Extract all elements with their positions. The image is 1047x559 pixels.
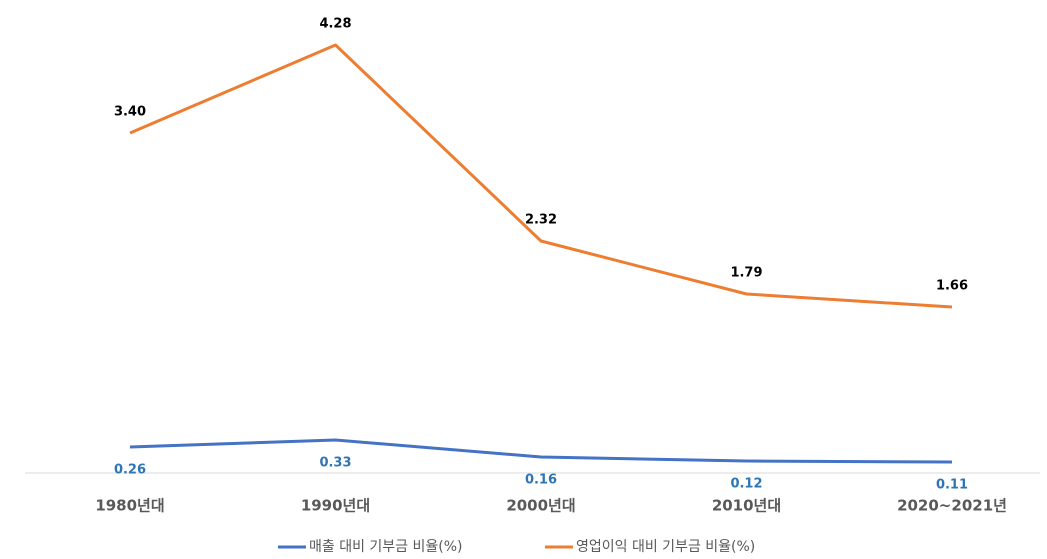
legend-label: 매출 대비 기부금 비율(%) bbox=[309, 539, 463, 555]
series-line bbox=[129, 43, 953, 309]
series-line bbox=[129, 438, 953, 464]
legend-label: 영업이익 대비 기부금 비율(%) bbox=[576, 539, 755, 555]
data-label: 2.32 bbox=[525, 213, 557, 228]
data-label: 3.40 bbox=[114, 105, 146, 120]
x-tick-label: 1980년대 bbox=[95, 497, 164, 515]
data-label: 4.28 bbox=[319, 17, 351, 32]
x-tick-label: 2010년대 bbox=[712, 497, 781, 515]
data-label: 0.26 bbox=[114, 463, 146, 478]
x-tick-label: 2000년대 bbox=[506, 497, 575, 515]
data-label: 0.16 bbox=[525, 473, 557, 488]
data-label: 0.33 bbox=[319, 456, 351, 471]
x-tick-label: 1990년대 bbox=[301, 497, 370, 515]
data-label: 1.79 bbox=[730, 266, 762, 281]
data-label: 0.12 bbox=[730, 477, 762, 492]
data-label: 1.66 bbox=[936, 279, 968, 294]
data-label: 0.11 bbox=[936, 478, 968, 493]
x-tick-label: 2020~2021년 bbox=[897, 497, 1007, 515]
